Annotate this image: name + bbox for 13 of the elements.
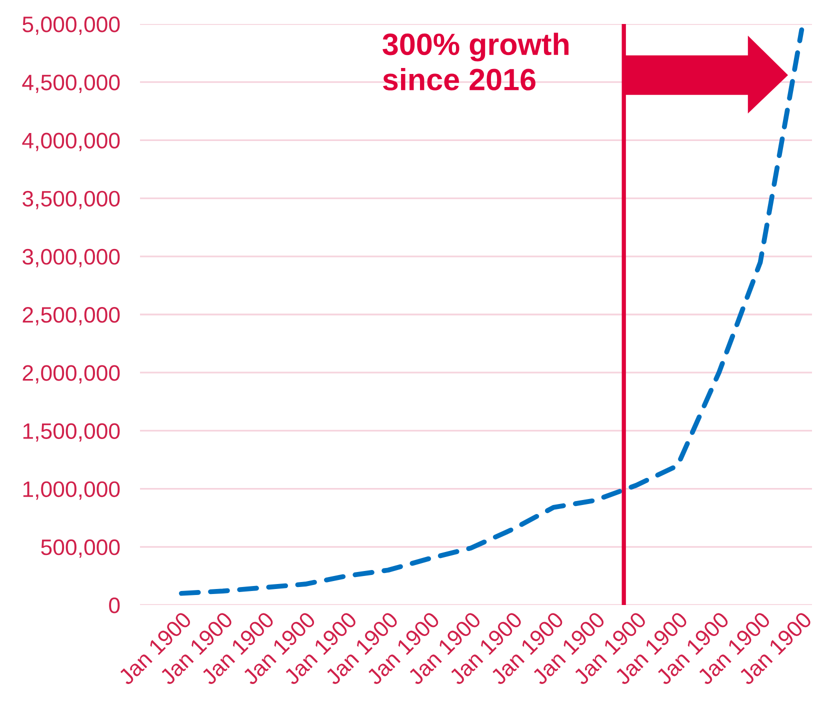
y-tick-label: 5,000,000 — [22, 16, 120, 35]
y-tick-label: 3,500,000 — [22, 190, 120, 210]
y-tick-label: 2,500,000 — [22, 307, 120, 326]
line-series — [178, 27, 804, 596]
y-tick-label: 4,000,000 — [22, 132, 120, 152]
y-tick-label: 3,000,000 — [22, 248, 120, 268]
y-tick-label: 500,000 — [41, 539, 120, 558]
y-tick-label: 2,000,000 — [22, 365, 120, 384]
y-tick-label: 1,500,000 — [23, 423, 120, 442]
annotation: 300% growth since 2016 — [382, 32, 568, 90]
y-tick-label: 0 — [109, 598, 120, 614]
y-tick-label: 4,500,000 — [22, 74, 120, 93]
y-tick-label: 1,000,000 — [23, 481, 120, 500]
